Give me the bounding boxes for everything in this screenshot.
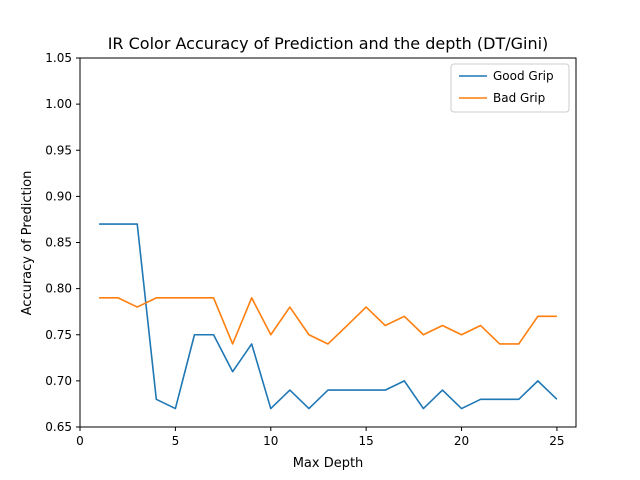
series-line-1	[99, 223, 558, 410]
y-tick-label: 0.65	[45, 420, 72, 434]
x-tick-label: 5	[172, 434, 180, 448]
y-axis-label: Accuracy of Prediction	[20, 171, 35, 316]
y-tick-label: 0.90	[45, 189, 72, 203]
chart-title: IR Color Accuracy of Prediction and the …	[108, 34, 549, 53]
x-axis-label: Max Depth	[293, 456, 364, 471]
y-tick-label: 0.75	[45, 328, 72, 342]
y-tick-label: 0.95	[45, 143, 72, 157]
y-tick-label: 0.85	[45, 236, 72, 250]
legend-label-1: Good Grip	[493, 69, 554, 83]
plot-area: 0 5 10 15 20 25 0.65 0.70 0.75 0.80 0.85 0.90 0.95 1.…	[45, 51, 577, 448]
y-tick-label: 1.05	[45, 51, 72, 65]
x-tick-label: 20	[454, 434, 469, 448]
y-tick-label: 1.00	[45, 97, 72, 111]
y-tick-label: 0.70	[45, 374, 72, 388]
y-tick-label: 0.80	[45, 282, 72, 296]
legend-label-2: Bad Grip	[493, 91, 545, 105]
series-line-2	[99, 297, 557, 345]
x-tick-label: 10	[263, 434, 278, 448]
legend: Good Grip Bad Grip	[450, 63, 570, 113]
x-tick-label: 25	[549, 434, 564, 448]
x-tick-label: 15	[359, 434, 374, 448]
x-tick-label: 0	[76, 434, 84, 448]
